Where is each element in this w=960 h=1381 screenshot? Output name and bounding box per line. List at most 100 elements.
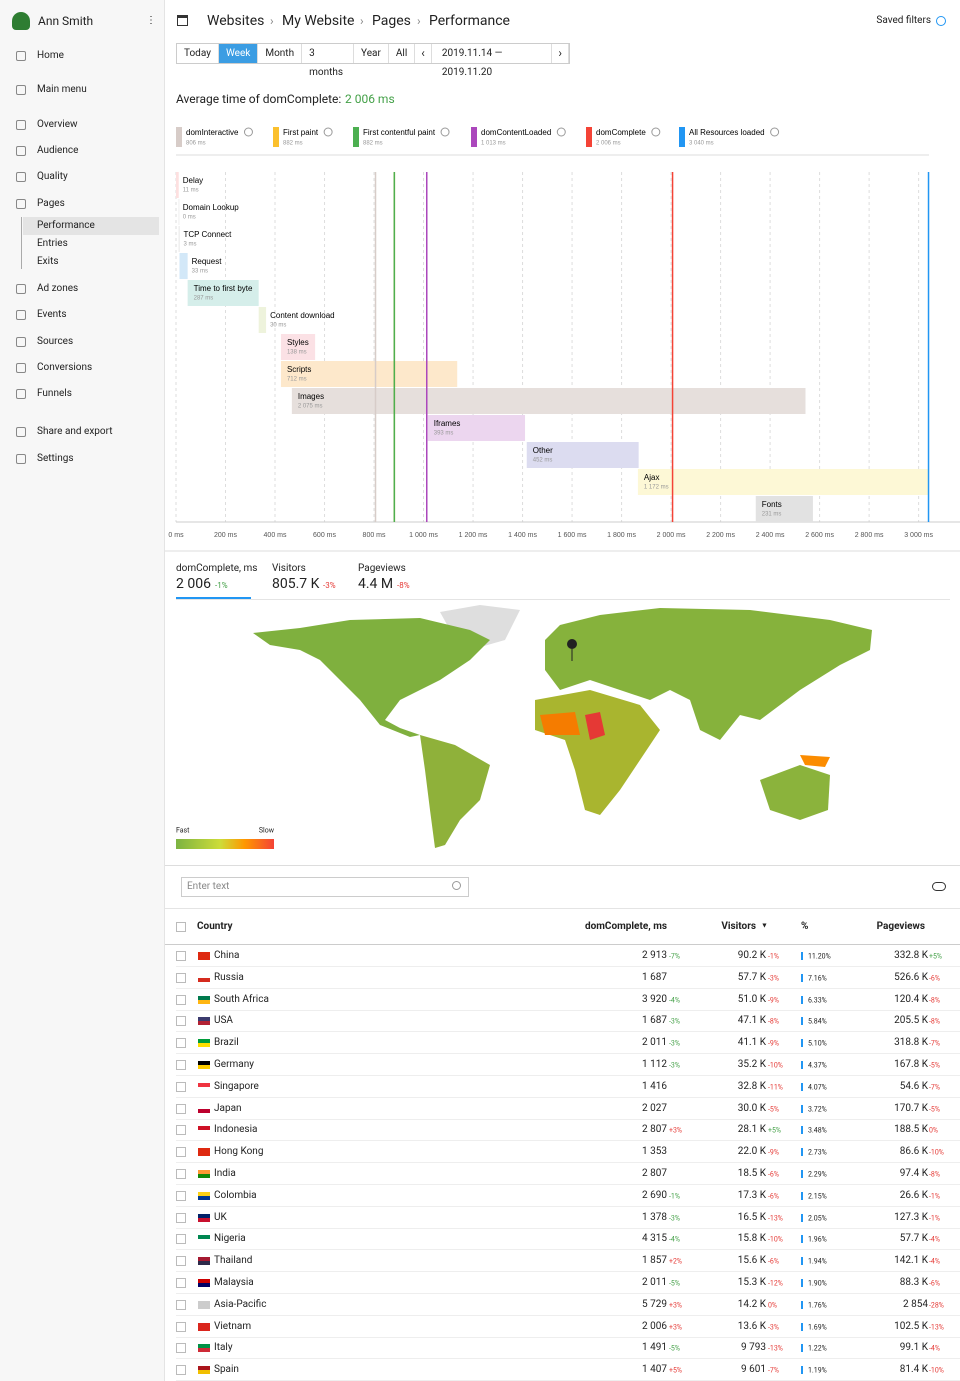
visitors-change: -10% [768, 1235, 783, 1244]
x-tick-label: 2 200 ms [706, 532, 735, 539]
dom-change: -4% [669, 996, 680, 1005]
x-tick-label: 400 ms [264, 532, 287, 539]
percent-value: 6.33% [808, 996, 827, 1005]
date-range[interactable]: 2019.11.14 — 2019.11.20 [432, 44, 553, 78]
column-header[interactable]: Visitors [721, 921, 756, 932]
date-arrow[interactable]: ‹ [415, 44, 432, 63]
visitors-value: 16.5 K [737, 1211, 766, 1223]
date-arrow[interactable]: › [552, 44, 569, 63]
x-tick-label: 600 ms [313, 532, 336, 539]
percent-bar [801, 1148, 803, 1157]
saved-filters[interactable]: Saved filters [876, 15, 931, 26]
menu-item[interactable]: Audience [37, 145, 79, 156]
menu-item[interactable]: Events [37, 309, 67, 320]
submenu-item[interactable]: Performance [37, 220, 95, 231]
column-header[interactable]: % [801, 921, 809, 932]
row-rule [176, 1184, 960, 1185]
menu-item[interactable]: Conversions [37, 362, 93, 373]
menu-item[interactable]: Main menu [37, 84, 87, 95]
checkbox[interactable] [176, 1321, 186, 1332]
checkbox[interactable] [176, 994, 186, 1005]
menu-icon [16, 51, 26, 61]
checkbox[interactable] [176, 1278, 186, 1288]
row-rule [176, 1314, 960, 1316]
checkbox[interactable] [176, 1038, 186, 1049]
flag [198, 1061, 210, 1069]
visitors-change: -8% [768, 1017, 779, 1026]
metric-name[interactable]: domComplete, ms [176, 563, 258, 574]
pageviews-change: -1% [929, 1214, 940, 1223]
map-pin[interactable] [567, 639, 577, 649]
checkbox[interactable] [176, 1169, 186, 1179]
menu-item[interactable]: Ad zones [37, 283, 79, 294]
column-header[interactable]: Pageviews [876, 921, 925, 932]
submenu-rule [21, 217, 22, 269]
menu-item[interactable]: Funnels [37, 388, 72, 399]
checkbox[interactable] [176, 1234, 186, 1245]
percent-bar [801, 973, 803, 982]
breadcrumb[interactable]: Performance [429, 13, 510, 29]
period-button[interactable]: Month [258, 44, 303, 63]
checkbox[interactable] [176, 1081, 186, 1092]
x-tick-label: 1 800 ms [607, 532, 636, 539]
indonesia-slow [800, 755, 830, 767]
download-icon[interactable] [932, 882, 946, 891]
row-rule [176, 1336, 960, 1338]
checkbox[interactable] [176, 922, 186, 932]
timing-label: TCP Connect [183, 230, 232, 239]
checkbox[interactable] [176, 972, 186, 983]
dom-change: -3% [669, 1017, 680, 1026]
period-button[interactable]: All [389, 44, 416, 63]
checkbox[interactable] [176, 1365, 186, 1376]
submenu-item[interactable]: Exits [37, 256, 59, 267]
checkbox[interactable] [176, 1103, 186, 1114]
percent-bar [801, 1366, 803, 1375]
x-tick-label: 2 400 ms [756, 532, 785, 539]
checkbox[interactable] [176, 1125, 186, 1136]
timing-bar [280, 334, 316, 360]
checkbox[interactable] [176, 1190, 186, 1201]
timing-bar [755, 496, 813, 522]
submenu-item[interactable]: Entries [37, 238, 68, 249]
checkbox[interactable] [176, 1147, 186, 1158]
flag [198, 973, 210, 982]
legend-swatch [176, 127, 182, 147]
country-name: Vietnam [214, 1320, 252, 1332]
percent-bar [801, 1257, 803, 1266]
period-button[interactable]: Today [177, 44, 219, 63]
period-button[interactable]: Year [354, 44, 389, 63]
dom-value: 2 807 [642, 1168, 667, 1179]
checkbox[interactable] [176, 1343, 186, 1354]
checkbox[interactable] [176, 951, 186, 961]
checkbox[interactable] [176, 1060, 186, 1070]
legend-gradient [176, 839, 274, 849]
checkbox[interactable] [176, 1212, 186, 1223]
column-header[interactable]: domComplete, ms [585, 921, 667, 932]
period-button[interactable]: Week [218, 44, 259, 63]
timing-value: 33 ms [192, 269, 208, 275]
breadcrumb[interactable]: My Website [282, 13, 355, 29]
menu-item[interactable]: Home [37, 50, 64, 61]
column-header[interactable]: Country [197, 921, 233, 932]
metric-name[interactable]: Pageviews [358, 563, 406, 574]
pageviews-value: 81.4 K [899, 1364, 928, 1376]
menu-item[interactable]: Settings [37, 453, 74, 464]
checkbox[interactable] [176, 1256, 186, 1267]
percent-bar [801, 1082, 803, 1091]
breadcrumb[interactable]: Pages [372, 13, 411, 29]
period-button[interactable]: 3 months [302, 44, 355, 78]
menu-item[interactable]: Quality [37, 171, 68, 182]
metric-name[interactable]: Visitors [272, 563, 306, 574]
search-box[interactable] [181, 877, 469, 897]
menu-item[interactable]: Share and export [37, 426, 113, 437]
checkbox[interactable] [176, 1016, 186, 1027]
menu-item[interactable]: Overview [37, 119, 78, 130]
legend-fast: Fast [176, 826, 190, 835]
checkbox[interactable] [176, 1299, 186, 1310]
menu-item[interactable]: Pages [37, 198, 65, 209]
visitors-change: -6% [768, 1170, 779, 1179]
breadcrumb[interactable]: Websites [207, 13, 265, 29]
visitors-change: -9% [768, 1148, 779, 1157]
menu-item[interactable]: Sources [37, 336, 74, 347]
row-rule [176, 1053, 960, 1055]
